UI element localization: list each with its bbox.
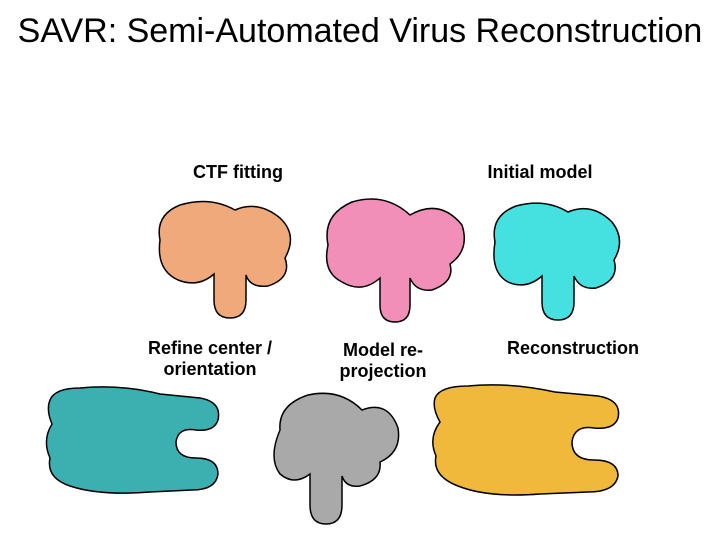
label-ctf-fitting: CTF fitting <box>168 162 308 183</box>
shape-ctf-orange <box>159 201 290 318</box>
shape-initial-cyan <box>494 203 620 320</box>
shape-initial-pink <box>327 199 465 322</box>
shape-recon-gold <box>433 385 619 495</box>
page-title: SAVR: Semi-Automated Virus Reconstructio… <box>0 12 720 51</box>
label-reconstruction: Reconstruction <box>488 338 658 359</box>
label-model-reprojection: Model re-projection <box>308 340 458 381</box>
label-refine-center: Refine center / orientation <box>120 338 300 379</box>
diagram-shapes <box>0 0 720 540</box>
label-initial-model: Initial model <box>460 162 620 183</box>
shape-reproj-gray <box>274 393 399 524</box>
shape-refine-teal <box>46 387 218 493</box>
